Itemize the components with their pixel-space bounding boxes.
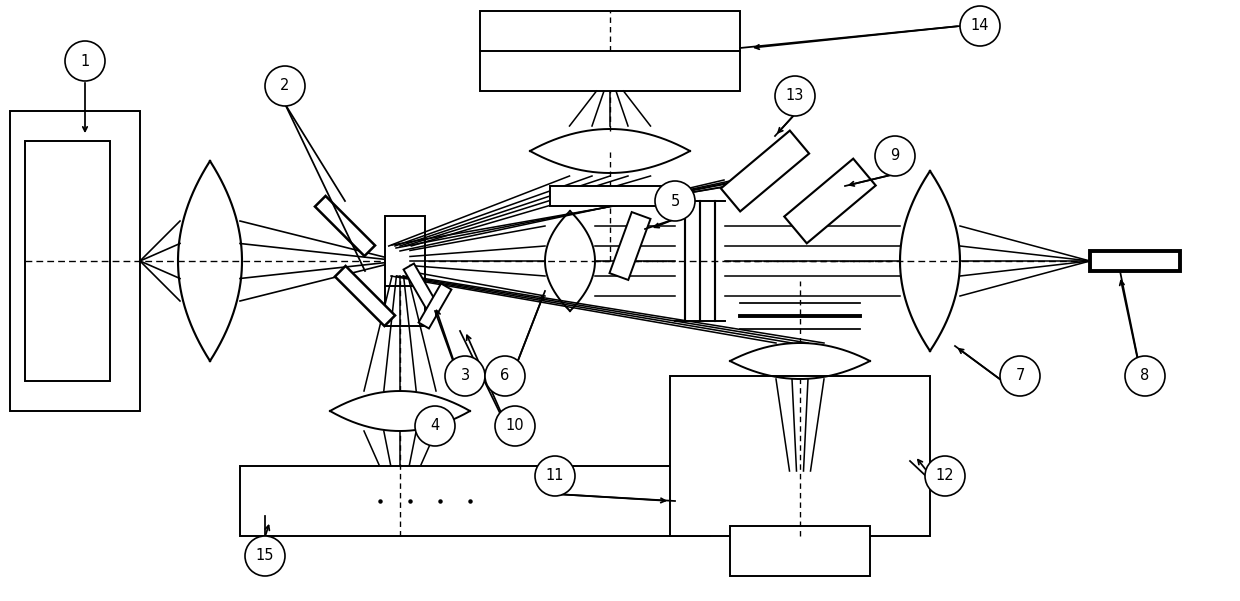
Text: 7: 7	[1016, 368, 1024, 383]
Bar	[1090, 251, 1180, 271]
Text: 1: 1	[81, 53, 89, 69]
Polygon shape	[403, 263, 436, 308]
Text: 13: 13	[786, 88, 805, 103]
Circle shape	[485, 356, 525, 396]
Circle shape	[775, 76, 815, 116]
Polygon shape	[784, 159, 875, 243]
Circle shape	[999, 356, 1040, 396]
Circle shape	[875, 136, 915, 176]
Polygon shape	[720, 130, 810, 212]
Circle shape	[655, 181, 694, 221]
Bar	[10, 111, 140, 411]
Polygon shape	[315, 196, 374, 256]
Bar	[670, 376, 930, 536]
Circle shape	[265, 66, 305, 106]
Bar	[384, 286, 425, 326]
Text: 12: 12	[936, 469, 955, 483]
Polygon shape	[610, 212, 651, 280]
Bar	[480, 11, 740, 91]
Text: 14: 14	[971, 19, 990, 34]
Circle shape	[495, 406, 534, 446]
Circle shape	[960, 6, 999, 46]
Circle shape	[925, 456, 965, 496]
Circle shape	[246, 536, 285, 576]
Circle shape	[64, 41, 105, 81]
Bar	[384, 216, 425, 301]
Circle shape	[415, 406, 455, 446]
Text: 10: 10	[506, 418, 525, 433]
Text: 11: 11	[546, 469, 564, 483]
Bar	[241, 466, 711, 536]
Bar	[25, 141, 110, 381]
Circle shape	[534, 456, 575, 496]
Text: 8: 8	[1141, 368, 1149, 383]
Text: 2: 2	[280, 79, 290, 94]
Text: 6: 6	[501, 368, 510, 383]
Bar	[551, 186, 670, 206]
Circle shape	[445, 356, 485, 396]
Polygon shape	[335, 266, 396, 326]
Text: 4: 4	[430, 418, 440, 433]
Text: 15: 15	[255, 549, 274, 564]
Bar	[730, 526, 870, 576]
Polygon shape	[419, 284, 451, 329]
Text: 5: 5	[671, 194, 680, 209]
Text: 3: 3	[460, 368, 470, 383]
Circle shape	[1125, 356, 1166, 396]
Text: 9: 9	[890, 148, 900, 163]
